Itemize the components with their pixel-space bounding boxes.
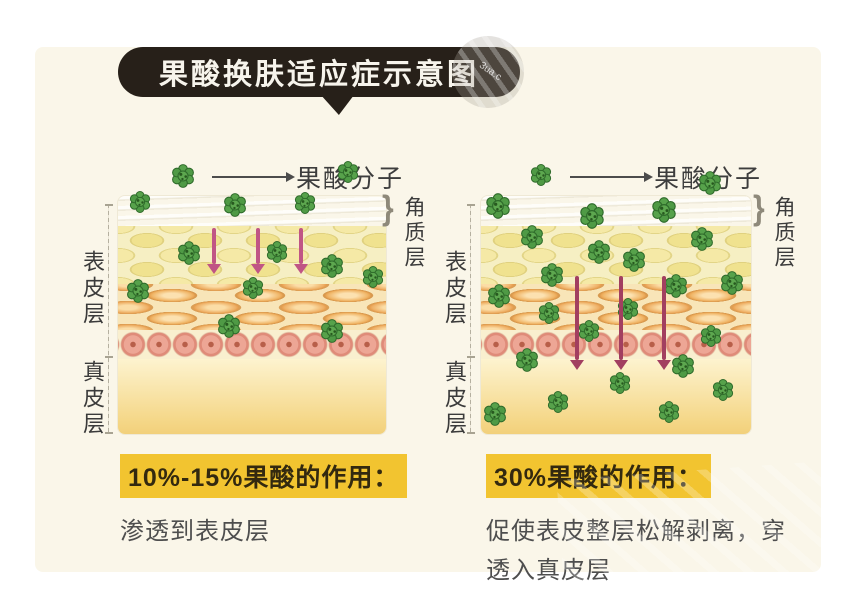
epidermis-granular-layer <box>481 284 751 330</box>
stratum-corneum-layer <box>481 196 751 226</box>
epidermis-upper-layer <box>118 226 386 284</box>
caption-right-title: 30%果酸的作用： <box>486 454 712 498</box>
pointer-arrow-icon <box>212 172 295 182</box>
pointer-arrow-icon <box>570 172 653 182</box>
molecule-label-left: 果酸分子 <box>212 163 404 193</box>
dermis-label: 真皮层 <box>80 360 105 438</box>
epidermis-upper-layer <box>481 226 751 284</box>
skin-cross-section-left <box>118 196 386 434</box>
layer-ruler-left-tick <box>105 356 113 358</box>
epidermis-granular-layer <box>118 284 386 330</box>
layer-ruler-left <box>105 204 113 434</box>
corneum-label: 角质层 <box>772 196 795 271</box>
dermis-layer <box>118 359 386 434</box>
title-banner: 果酸换肤适应症示意图 <box>118 47 520 97</box>
basal-cells-layer <box>481 330 751 359</box>
caption-left-body: 渗透到表皮层 <box>120 518 270 545</box>
molecule-label-text: 果酸分子 <box>296 165 405 193</box>
molecule-label-text: 果酸分子 <box>654 165 763 193</box>
dermis-label: 真皮层 <box>442 360 467 438</box>
layer-ruler-right <box>467 204 475 434</box>
corneum-bracket-icon: } <box>753 189 765 228</box>
caption-right-body: 促使表皮整层松解剥离，穿透入真皮层 <box>486 518 786 584</box>
caption-left: 10%-15%果酸的作用： 渗透到表皮层 <box>120 454 408 551</box>
epidermis-label: 表皮层 <box>442 250 467 328</box>
corneum-bracket-icon: } <box>382 189 394 228</box>
layer-ruler-right-tick <box>467 356 475 358</box>
epidermis-label: 表皮层 <box>80 250 105 328</box>
corneum-label: 角质层 <box>402 196 425 271</box>
watermark-stripes-icon <box>452 36 524 108</box>
dermis-layer <box>481 359 751 434</box>
caption-left-title: 10%-15%果酸的作用： <box>120 454 408 498</box>
skin-cross-section-right <box>481 196 751 434</box>
molecule-label-right: 果酸分子 <box>570 163 762 193</box>
watermark-stamp: 3ua.c <box>452 36 524 108</box>
page-title: 果酸换肤适应症示意图 <box>158 59 479 91</box>
basal-cells-layer <box>118 330 386 359</box>
caption-right: 30%果酸的作用： 促使表皮整层松解剥离，穿透入真皮层 <box>486 454 802 590</box>
stratum-corneum-layer <box>118 196 386 226</box>
